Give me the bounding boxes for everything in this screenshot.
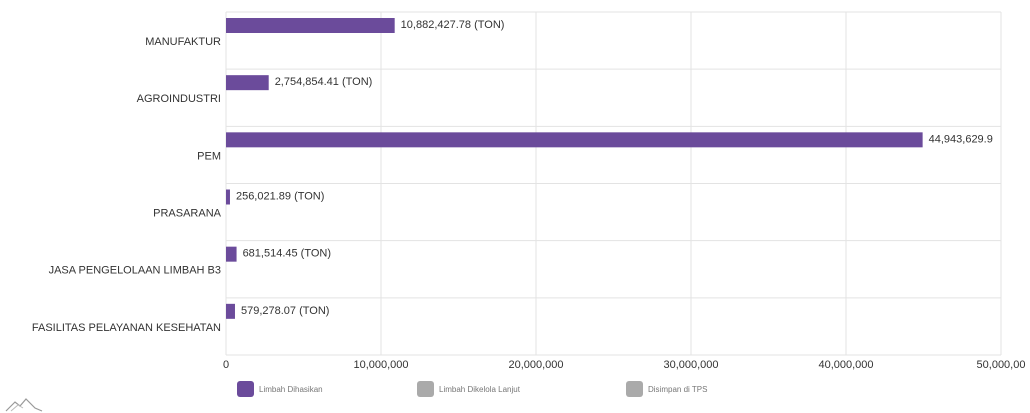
category-labels: MANUFAKTUR AGROINDUSTRI PEM PRASARANA JASA P… (32, 36, 222, 334)
bar[interactable] (226, 132, 923, 148)
x-tick-label: 50,000,00 (977, 359, 1026, 371)
bar[interactable] (226, 246, 237, 262)
category-label: PRASARANA (153, 208, 222, 220)
data-labels: 10,882,427.78 (TON) 2,754,854.41 (TON) 44,… (236, 19, 993, 317)
category-label: JASA PENGELOLAAN LIMBAH B3 (49, 265, 221, 277)
mountain-logo-icon (5, 398, 43, 412)
legend-item[interactable]: Limbah Dihasikan (237, 381, 323, 397)
bars (226, 18, 923, 319)
x-tick-label: 0 (223, 359, 229, 371)
bar[interactable] (226, 18, 395, 33)
data-label: 44,943,629.9 (929, 133, 993, 145)
legend-swatch (417, 381, 434, 397)
legend: Limbah Dihasikan Limbah Dikelola Lanjut Di… (237, 381, 707, 397)
legend-label: Limbah Dihasikan (259, 385, 323, 394)
legend-item[interactable]: Limbah Dikelola Lanjut (417, 381, 521, 397)
legend-swatch (626, 381, 643, 397)
data-label: 2,754,854.41 (TON) (275, 76, 373, 88)
grid-lines (225, 11, 1002, 356)
data-label: 256,021.89 (TON) (236, 191, 324, 203)
data-label: 579,278.07 (TON) (241, 305, 329, 317)
x-axis-ticks: 0 10,000,000 20,000,000 30,000,000 40,000,00… (223, 359, 1026, 371)
bar[interactable] (226, 303, 235, 319)
data-label: 10,882,427.78 (TON) (401, 19, 505, 31)
category-label: AGROINDUSTRI (137, 93, 221, 105)
legend-label: Disimpan di TPS (648, 385, 707, 394)
legend-swatch (237, 381, 254, 397)
bar[interactable] (226, 75, 269, 91)
x-tick-label: 30,000,000 (663, 359, 718, 371)
x-tick-label: 40,000,000 (818, 359, 873, 371)
category-label: PEM (197, 150, 221, 162)
bar[interactable] (226, 189, 230, 205)
category-label: MANUFAKTUR (145, 36, 221, 48)
x-tick-label: 10,000,000 (353, 359, 408, 371)
legend-label: Limbah Dikelola Lanjut (439, 385, 521, 394)
category-label: FASILITAS PELAYANAN KESEHATAN (32, 322, 221, 334)
x-tick-label: 20,000,000 (508, 359, 563, 371)
data-label: 681,514.45 (TON) (243, 248, 331, 260)
legend-item[interactable]: Disimpan di TPS (626, 381, 707, 397)
